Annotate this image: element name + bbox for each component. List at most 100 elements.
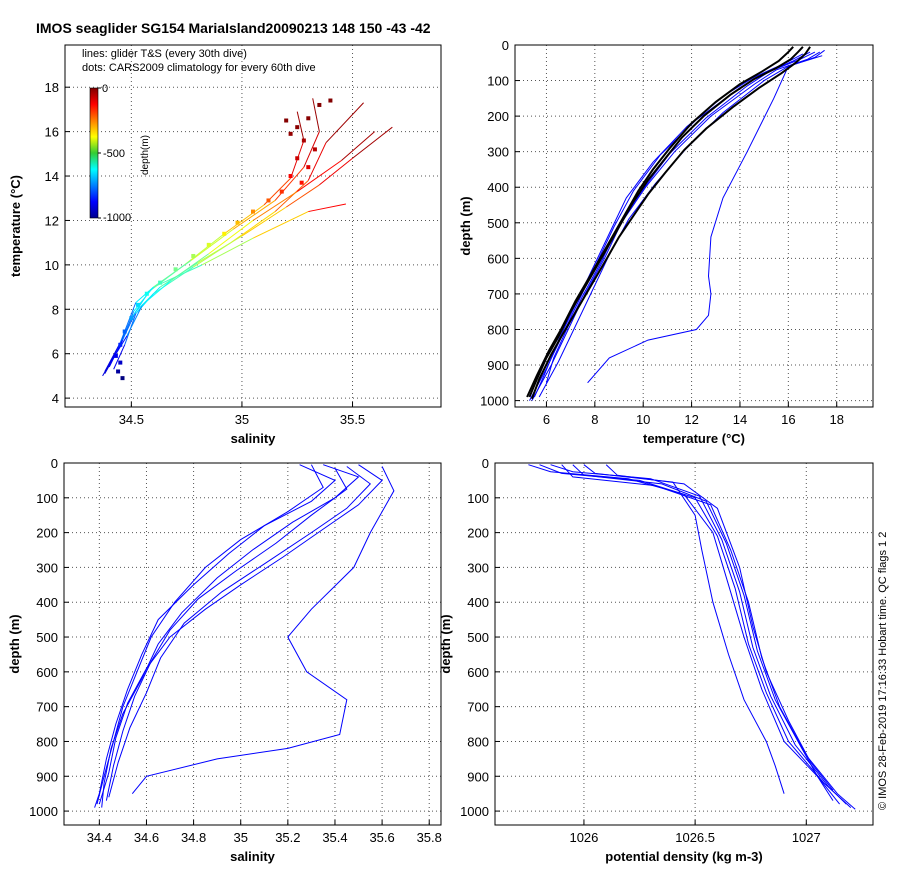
ts-line-segment	[126, 304, 143, 337]
tick-labels: 6 8 10 12 14 16 18 0 100 200 300 400 500 600 700 800 900…	[480, 38, 844, 427]
y-tick-label: 4	[52, 391, 59, 406]
y-tick-label: 300	[467, 560, 489, 575]
ts-line-segment	[119, 302, 137, 343]
y-tick-label: 500	[487, 216, 509, 231]
ts-line-segment	[307, 142, 327, 181]
climatology-dot	[279, 189, 284, 194]
glider-profile	[531, 51, 821, 401]
plot-frame	[63, 462, 442, 826]
ts-line-segment	[232, 200, 276, 230]
y-tick-label: 800	[487, 322, 509, 337]
x-tick-label: 1027	[792, 830, 821, 845]
x-tick-label: 34.5	[119, 412, 144, 427]
ts-line-segment	[285, 184, 320, 208]
y-tick-label: 0	[502, 38, 509, 53]
y-tick-label: 600	[467, 665, 489, 680]
y-tick-label: 6	[52, 347, 59, 362]
glider-profile	[98, 464, 383, 805]
climatology-dot	[122, 329, 127, 334]
ts-line-segment	[241, 206, 287, 237]
ts-line-segment	[223, 204, 265, 235]
x-tick-label: 34.6	[134, 830, 159, 845]
climatology-profile	[528, 46, 804, 398]
y-tick-label: 600	[36, 665, 58, 680]
x-tick-label: 35.4	[322, 830, 347, 845]
glider-profile	[101, 464, 360, 808]
glider-profile	[96, 464, 324, 805]
y-tick-label: 700	[467, 700, 489, 715]
glider-profile	[587, 55, 823, 384]
ts-line-segment	[230, 211, 276, 244]
climatology-dot	[251, 209, 255, 214]
climatology-dot	[295, 125, 300, 130]
y-tick-label: 1000	[480, 394, 509, 409]
climatology-dot	[135, 302, 140, 307]
x-axis-label: salinity	[230, 849, 276, 864]
y-tick-label: 200	[36, 526, 58, 541]
density-depth-plot: 1026 1026.5 1027 0 100 200 300 400 500 600 700 800 9…	[438, 456, 874, 864]
x-axis-label: potential density (kg m-3)	[605, 849, 762, 864]
y-tick-label: 100	[487, 74, 509, 89]
y-tick-label: 100	[467, 491, 489, 506]
ts-line-segment	[274, 166, 305, 201]
colorbar-gradient	[89, 87, 99, 219]
colorbar-tick-label: -1000	[103, 212, 131, 224]
glider-profile	[572, 464, 834, 801]
page-title: IMOS seaglider SG154 MariaIsland20090213…	[36, 20, 431, 36]
climatology-profile	[526, 46, 794, 398]
y-tick-label: 1000	[460, 804, 489, 819]
data-layer	[528, 464, 856, 810]
y-tick-label: 8	[52, 302, 59, 317]
ts-diagram: 34.5 35 35.5 4 6 8 10 12 14 16 18 salinity tempera…	[8, 44, 442, 446]
x-tick-label: 1026	[569, 830, 598, 845]
x-tick-label: 35.6	[369, 830, 394, 845]
y-tick-label: 14	[45, 169, 59, 184]
glider-profile	[131, 466, 395, 795]
y-tick-label: 10	[45, 258, 59, 273]
data-layer	[94, 464, 395, 808]
climatology-dot	[266, 198, 271, 203]
ts-line-segment	[201, 237, 254, 266]
x-tick-label: 10	[636, 412, 650, 427]
y-tick-label: 400	[467, 595, 489, 610]
y-tick-label: 300	[487, 145, 509, 160]
y-axis-label: depth (m)	[7, 614, 22, 673]
x-tick-label: 35.5	[340, 412, 365, 427]
climatology-dot	[288, 174, 293, 179]
x-axis-label: salinity	[231, 431, 277, 446]
glider-profile	[550, 464, 847, 805]
ts-line-segment	[341, 131, 375, 161]
climatology-dot	[116, 369, 121, 374]
x-tick-label: 16	[781, 412, 795, 427]
climatology-dot	[306, 165, 311, 170]
climatology-dot	[118, 360, 123, 365]
glider-profile	[561, 464, 856, 810]
ts-line-segment	[274, 180, 309, 212]
ts-line-segment	[296, 160, 342, 192]
y-tick-label: 18	[45, 80, 59, 95]
glider-profile	[605, 464, 834, 791]
credit-line: © IMOS 28-Feb-2019 17:16:33 Hobart time.…	[877, 532, 889, 810]
y-tick-label: 800	[36, 734, 58, 749]
x-axis-label: temperature (°C)	[643, 431, 745, 446]
y-tick-label: 400	[487, 180, 509, 195]
ts-line-segment	[197, 235, 243, 264]
y-tick-label: 100	[36, 491, 58, 506]
glider-profile	[528, 464, 840, 805]
glider-profile	[529, 51, 811, 401]
climatology-dot	[312, 147, 317, 152]
glider-profile	[533, 53, 804, 398]
x-tick-label: 35.8	[417, 830, 442, 845]
grid	[515, 44, 873, 407]
ts-line-segment	[208, 220, 254, 255]
y-tick-label: 12	[45, 213, 59, 228]
y-tick-label: 600	[487, 251, 509, 266]
ts-line-segment	[325, 102, 364, 144]
ts-line-segment	[135, 286, 154, 303]
climatology-dot	[113, 353, 118, 358]
colorbar-tick-label: -500	[103, 148, 125, 160]
ts-line-segment	[308, 203, 346, 213]
ts-line-segment	[312, 98, 320, 132]
y-axis-label: depth (m)	[458, 196, 473, 255]
ts-line-segment	[319, 157, 353, 186]
